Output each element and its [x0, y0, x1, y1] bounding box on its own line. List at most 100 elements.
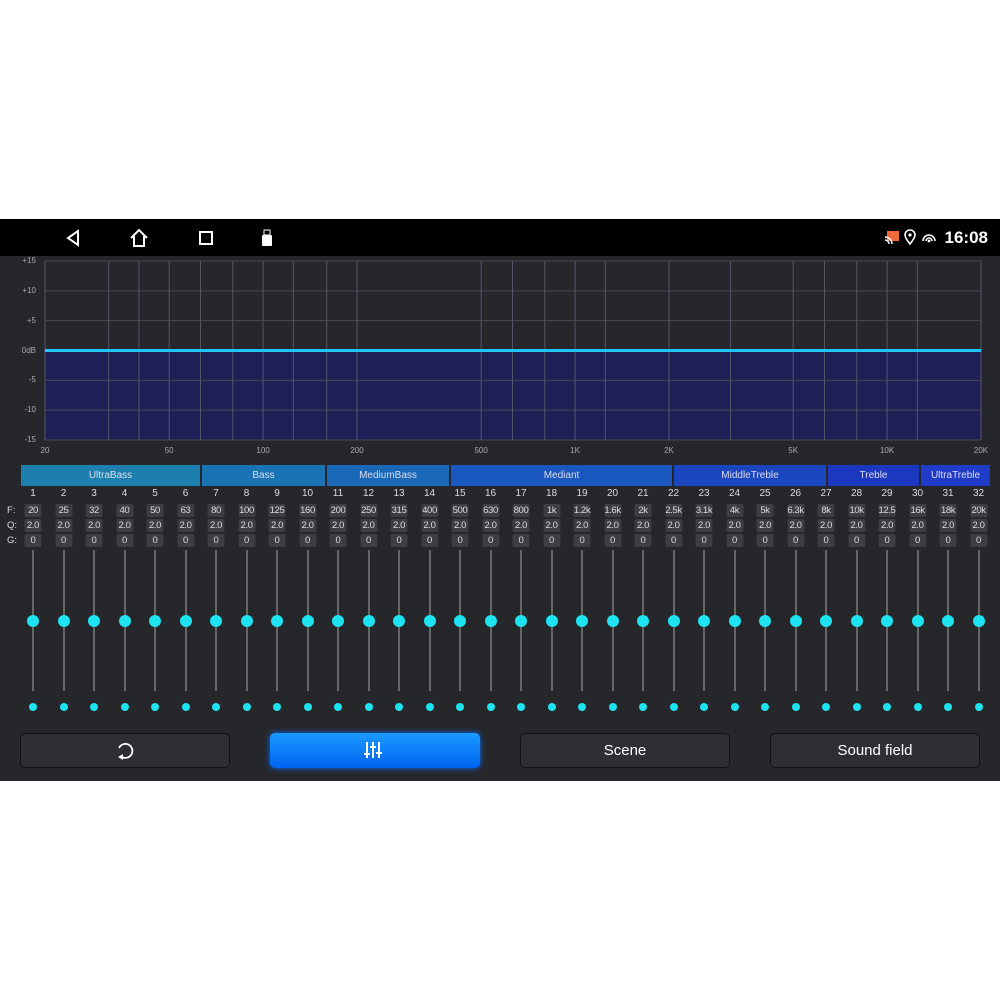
freq-field[interactable]: 160 — [299, 504, 316, 517]
gain-field[interactable]: 0 — [85, 534, 103, 547]
freq-field[interactable]: 63 — [177, 504, 194, 517]
freq-field[interactable]: 40 — [116, 504, 133, 517]
q-field[interactable]: 2.0 — [848, 519, 865, 532]
freq-field[interactable]: 200 — [329, 504, 347, 517]
home-icon[interactable] — [128, 227, 150, 249]
gain-field[interactable]: 0 — [207, 534, 225, 547]
q-field[interactable]: 2.0 — [268, 519, 286, 532]
q-field[interactable]: 2.0 — [146, 519, 164, 532]
q-field[interactable]: 2.0 — [24, 519, 42, 532]
channel-select-dot[interactable] — [669, 703, 678, 711]
gain-field[interactable]: 0 — [634, 534, 652, 547]
slider-knob[interactable] — [240, 615, 253, 627]
gain-field[interactable]: 0 — [268, 534, 286, 547]
freq-field[interactable]: 50 — [146, 504, 164, 517]
gain-field[interactable]: 0 — [665, 534, 682, 547]
channel-select-dot[interactable] — [486, 703, 495, 711]
slider-knob[interactable] — [850, 615, 863, 627]
q-field[interactable]: 2.0 — [299, 519, 316, 532]
slider-knob[interactable] — [576, 615, 588, 627]
q-field[interactable]: 2.0 — [634, 519, 652, 532]
sound-field-button[interactable]: Sound field — [770, 733, 980, 768]
slider-knob[interactable] — [118, 615, 131, 627]
channel-select-dot[interactable] — [395, 703, 403, 711]
slider-knob[interactable] — [545, 615, 558, 627]
slider-knob[interactable] — [789, 615, 802, 627]
q-field[interactable]: 2.0 — [817, 519, 835, 532]
q-field[interactable]: 2.0 — [695, 519, 713, 532]
gain-field[interactable]: 0 — [939, 534, 957, 547]
freq-field[interactable]: 250 — [360, 504, 377, 517]
gain-field[interactable]: 0 — [970, 534, 987, 547]
slider-knob[interactable] — [393, 615, 405, 627]
freq-field[interactable]: 125 — [268, 504, 286, 517]
q-field[interactable]: 2.0 — [329, 519, 347, 532]
q-field[interactable]: 2.0 — [451, 519, 469, 532]
gain-field[interactable]: 0 — [238, 534, 255, 547]
freq-field[interactable]: 315 — [390, 504, 408, 517]
q-field[interactable]: 2.0 — [116, 519, 133, 532]
slider-knob[interactable] — [332, 615, 344, 627]
freq-field[interactable]: 25 — [55, 504, 72, 517]
q-field[interactable]: 2.0 — [787, 519, 804, 532]
slider-knob[interactable] — [423, 615, 436, 627]
band-mediumbass[interactable]: MediumBass — [327, 465, 449, 486]
channel-select-dot[interactable] — [791, 703, 800, 711]
gain-field[interactable]: 0 — [329, 534, 347, 547]
q-field[interactable]: 2.0 — [55, 519, 72, 532]
gain-field[interactable]: 0 — [512, 534, 530, 547]
channel-select-dot[interactable] — [883, 703, 891, 711]
channel-select-dot[interactable] — [29, 703, 37, 711]
channel-select-dot[interactable] — [639, 703, 647, 711]
gain-field[interactable]: 0 — [421, 534, 438, 547]
gain-field[interactable]: 0 — [390, 534, 408, 547]
slider-knob[interactable] — [637, 615, 649, 627]
band-ultrabass[interactable]: UltraBass — [21, 465, 200, 486]
channel-select-dot[interactable] — [700, 703, 708, 711]
gain-field[interactable]: 0 — [543, 534, 560, 547]
slider-knob[interactable] — [88, 615, 100, 627]
freq-field[interactable]: 1.6k — [604, 504, 621, 517]
q-field[interactable]: 2.0 — [939, 519, 957, 532]
slider-knob[interactable] — [667, 615, 680, 627]
slider-knob[interactable] — [210, 615, 222, 627]
channel-select-dot[interactable] — [547, 703, 556, 711]
gain-field[interactable]: 0 — [817, 534, 835, 547]
slider-knob[interactable] — [881, 615, 893, 627]
gain-field[interactable]: 0 — [848, 534, 865, 547]
q-field[interactable]: 2.0 — [238, 519, 255, 532]
channel-select-dot[interactable] — [578, 703, 586, 711]
gain-field[interactable]: 0 — [360, 534, 377, 547]
freq-field[interactable]: 2k — [634, 504, 652, 517]
channel-select-dot[interactable] — [364, 703, 373, 711]
channel-select-dot[interactable] — [273, 703, 281, 711]
q-field[interactable]: 2.0 — [177, 519, 194, 532]
q-field[interactable]: 2.0 — [482, 519, 499, 532]
slider-knob[interactable] — [698, 615, 710, 627]
slider-knob[interactable] — [179, 615, 192, 627]
q-field[interactable]: 2.0 — [909, 519, 926, 532]
gain-field[interactable]: 0 — [756, 534, 774, 547]
q-field[interactable]: 2.0 — [878, 519, 896, 532]
slider-knob[interactable] — [484, 615, 497, 627]
q-field[interactable]: 2.0 — [390, 519, 408, 532]
freq-field[interactable]: 12.5 — [878, 504, 896, 517]
band-mediant[interactable]: Mediant — [451, 465, 672, 486]
freq-field[interactable]: 100 — [238, 504, 255, 517]
slider-knob[interactable] — [362, 615, 375, 627]
slider-knob[interactable] — [820, 615, 832, 627]
q-field[interactable]: 2.0 — [573, 519, 591, 532]
freq-field[interactable]: 20k — [970, 504, 987, 517]
band-ultratreble[interactable]: UltraTreble — [921, 465, 990, 486]
freq-field[interactable]: 80 — [207, 504, 225, 517]
freq-field[interactable]: 2.5k — [665, 504, 682, 517]
channel-select-dot[interactable] — [974, 703, 983, 711]
gain-field[interactable]: 0 — [604, 534, 621, 547]
freq-field[interactable]: 400 — [421, 504, 438, 517]
gain-field[interactable]: 0 — [24, 534, 42, 547]
slider-knob[interactable] — [57, 615, 70, 627]
freq-field[interactable]: 1k — [543, 504, 560, 517]
channel-select-dot[interactable] — [334, 703, 342, 711]
slider-knob[interactable] — [515, 615, 527, 627]
slider-knob[interactable] — [149, 615, 161, 627]
